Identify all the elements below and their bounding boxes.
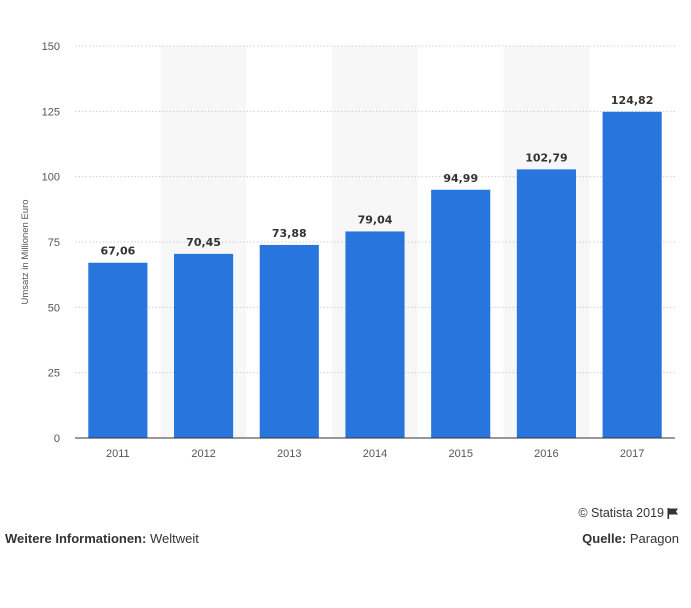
bar-2017: [603, 112, 662, 438]
data-label: 79,04: [358, 213, 393, 226]
y-tick-label: 25: [48, 368, 60, 380]
source-label: Quelle:: [582, 531, 626, 546]
data-label: 73,88: [272, 227, 307, 240]
x-tick-label: 2012: [191, 448, 215, 460]
bar-2013: [260, 245, 319, 438]
more-info: Weitere Informationen: Weltweit: [5, 531, 199, 546]
y-axis-ticks: 0 25 50 75 100 125 150: [42, 41, 60, 445]
y-tick-label: 75: [48, 237, 60, 249]
x-tick-label: 2013: [277, 448, 301, 460]
bar-2014: [345, 231, 404, 438]
source: Quelle: Paragon: [582, 531, 679, 546]
bar-2016: [517, 169, 576, 438]
data-label: 67,06: [100, 245, 135, 258]
x-tick-label: 2014: [363, 448, 387, 460]
data-label: 124,82: [611, 94, 653, 107]
source-value: Paragon: [630, 531, 679, 546]
y-tick-label: 150: [42, 41, 60, 53]
x-tick-label: 2015: [448, 448, 472, 460]
bar-chart: 67,06 70,45 73,88 79,04 94,99 102,79 124,82 0 2…: [0, 0, 691, 490]
data-label: 102,79: [525, 151, 567, 164]
x-tick-label: 2011: [106, 448, 130, 460]
y-tick-label: 50: [48, 302, 60, 314]
y-tick-label: 125: [42, 106, 60, 118]
more-info-value: Weltweit: [150, 531, 199, 546]
copyright-text: © Statista 2019: [578, 506, 664, 520]
y-tick-label: 100: [42, 172, 60, 184]
flag-icon[interactable]: [667, 508, 679, 519]
bar-2011: [88, 263, 147, 438]
data-label: 70,45: [186, 236, 221, 249]
x-tick-label: 2017: [620, 448, 644, 460]
copyright: © Statista 2019: [578, 506, 679, 520]
bar-2015: [431, 190, 490, 438]
more-info-label: Weitere Informationen:: [5, 531, 146, 546]
y-axis-label: Umsatz in Millionen Euro: [20, 199, 31, 304]
data-label: 94,99: [443, 172, 478, 185]
x-axis-ticks: 2011 2012 2013 2014 2015 2016 2017: [106, 448, 644, 460]
bar-2012: [174, 254, 233, 438]
y-tick-label: 0: [54, 433, 60, 445]
x-tick-label: 2016: [534, 448, 558, 460]
